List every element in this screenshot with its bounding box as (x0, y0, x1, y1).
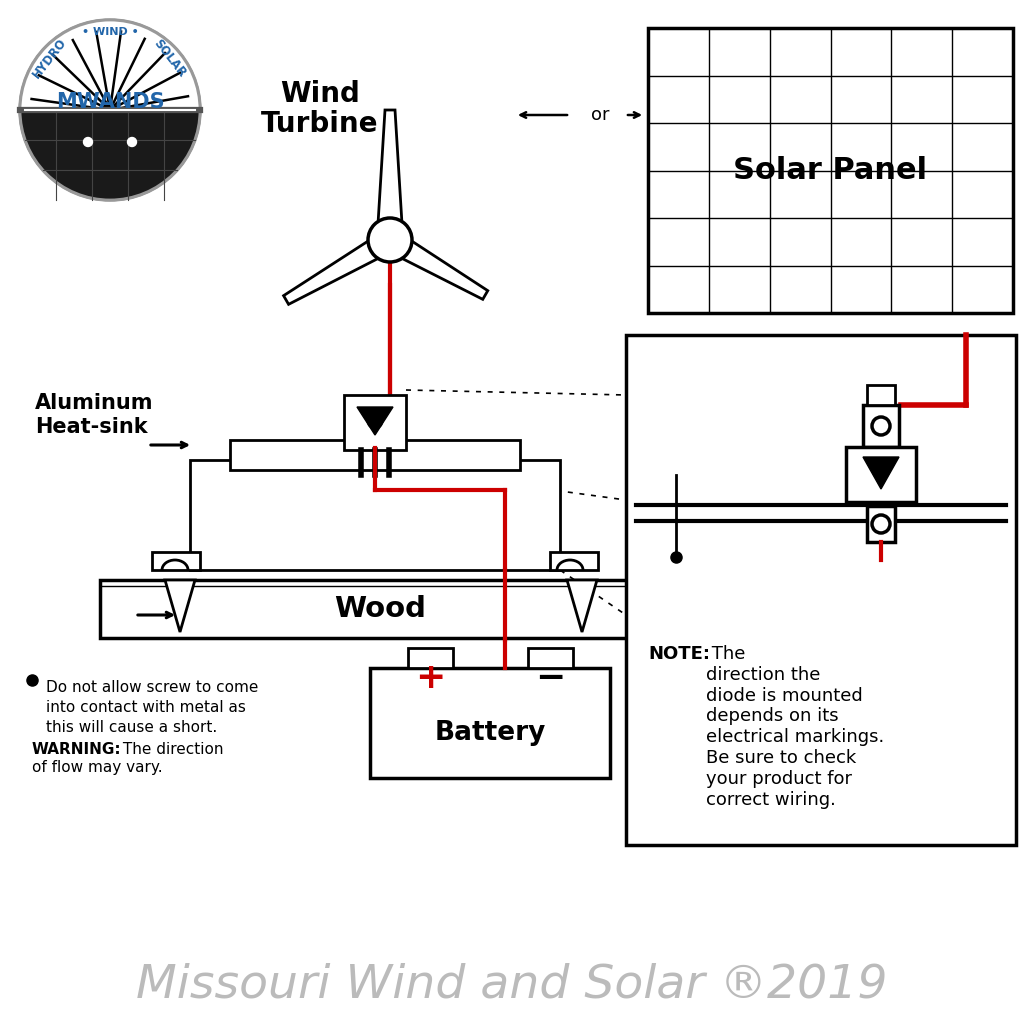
Text: The
direction the
diode is mounted
depends on its
electrical markings.
Be sure t: The direction the diode is mounted depen… (706, 645, 885, 809)
Bar (648, 28, 1013, 313)
Text: +: + (415, 662, 445, 695)
Polygon shape (377, 110, 403, 240)
Bar (408, 648, 453, 668)
Text: Do not allow screw to come
into contact with metal as
this will cause a short.: Do not allow screw to come into contact … (46, 680, 258, 734)
Bar (152, 552, 200, 570)
Bar (863, 406, 899, 447)
Text: Wind
Turbine: Wind Turbine (261, 80, 379, 138)
Text: NOTE:: NOTE: (648, 645, 710, 663)
Text: HYDRO: HYDRO (31, 36, 70, 81)
Text: WARNING:: WARNING: (32, 742, 122, 757)
Polygon shape (357, 407, 393, 435)
Polygon shape (567, 580, 597, 632)
Text: Aluminum
Heat-sink: Aluminum Heat-sink (35, 393, 154, 436)
Bar (867, 506, 895, 542)
Text: MWANDS: MWANDS (55, 92, 164, 112)
Text: Battery: Battery (434, 720, 546, 746)
Wedge shape (20, 110, 200, 200)
Bar (626, 335, 1016, 845)
Circle shape (128, 137, 136, 146)
Text: or: or (591, 106, 609, 124)
Bar (190, 460, 560, 570)
Wedge shape (20, 20, 200, 110)
Bar (364, 407, 386, 435)
Text: The direction: The direction (118, 742, 223, 757)
Bar (550, 552, 598, 570)
Bar (846, 447, 916, 502)
Polygon shape (384, 230, 487, 299)
Text: Solar Panel: Solar Panel (733, 156, 928, 185)
Text: Wood: Wood (334, 595, 426, 623)
Text: SOLAR: SOLAR (152, 37, 188, 80)
Polygon shape (863, 457, 899, 489)
Bar (230, 440, 520, 470)
Text: −: − (535, 662, 565, 695)
Text: Missouri Wind and Solar ®2019: Missouri Wind and Solar ®2019 (136, 963, 888, 1008)
Text: • WIND •: • WIND • (82, 27, 138, 37)
Bar (370, 668, 610, 778)
Bar (344, 395, 406, 450)
Text: of flow may vary.: of flow may vary. (32, 760, 163, 775)
Circle shape (368, 218, 412, 262)
Bar (528, 648, 573, 668)
Polygon shape (165, 580, 195, 632)
Circle shape (84, 137, 92, 146)
Bar (100, 580, 660, 638)
Bar (867, 385, 895, 406)
Polygon shape (284, 230, 395, 304)
